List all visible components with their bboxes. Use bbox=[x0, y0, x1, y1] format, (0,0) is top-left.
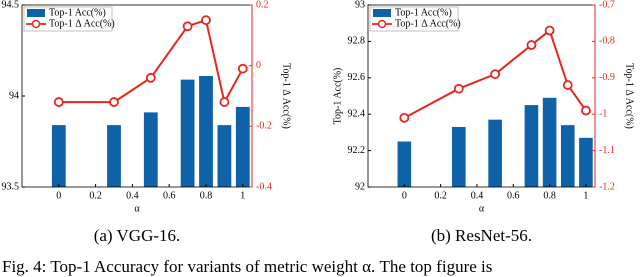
x-tick-label: 0.2 bbox=[89, 190, 102, 201]
y2-tick-label: -0.8 bbox=[599, 36, 615, 47]
y2-tick-label: -1.2 bbox=[599, 181, 615, 192]
y2-tick-label: -0.7 bbox=[599, 0, 615, 10]
bar bbox=[524, 105, 539, 187]
y2-tick-label: -0.4 bbox=[256, 181, 272, 192]
line-marker bbox=[526, 40, 537, 50]
bar bbox=[51, 125, 66, 187]
legend-label: Top-1 Δ Acc(%) bbox=[49, 18, 115, 29]
legend-swatch bbox=[27, 9, 45, 17]
line-marker bbox=[109, 97, 119, 107]
y-tick-label: 92.6 bbox=[348, 72, 366, 83]
line-marker bbox=[145, 72, 156, 83]
subfigure-caption: (a) VGG-16. bbox=[94, 226, 181, 245]
x-axis-label: α bbox=[479, 203, 485, 214]
bar bbox=[579, 137, 593, 187]
bar bbox=[542, 97, 557, 187]
line-marker bbox=[399, 112, 410, 123]
x-tick-label: 0.4 bbox=[126, 190, 139, 201]
y2-tick-label: 0 bbox=[256, 60, 261, 71]
legend-label: Top-1 Acc(%) bbox=[49, 7, 106, 18]
bar bbox=[451, 126, 466, 187]
y-tick-label: 94 bbox=[9, 90, 19, 101]
y-tick-label: 92.8 bbox=[348, 36, 366, 47]
y2-tick-label: -0.9 bbox=[599, 72, 615, 83]
legend-label: Top-1 Δ Acc(%) bbox=[395, 18, 461, 29]
y-tick-label: 94.5 bbox=[2, 0, 20, 10]
bar bbox=[217, 125, 232, 187]
bar bbox=[560, 125, 575, 187]
line-marker bbox=[581, 105, 591, 116]
x-tick-label: 0.8 bbox=[200, 190, 213, 201]
figure-caption: Fig. 4: Top-1 Accuracy for variants of m… bbox=[2, 257, 492, 276]
x-tick-label: 1 bbox=[583, 190, 588, 201]
x-tick-label: 0.6 bbox=[163, 190, 176, 201]
x-tick-label: 0.6 bbox=[507, 190, 520, 201]
y-tick-label: 93.5 bbox=[2, 181, 20, 192]
line-marker bbox=[219, 97, 230, 107]
y2-tick-label: 0.2 bbox=[256, 0, 269, 10]
y-tick-label: 92.2 bbox=[348, 145, 366, 156]
x-tick-label: 1 bbox=[240, 190, 245, 201]
legend-swatch bbox=[373, 9, 391, 17]
y2-axis-label: Top-1 Δ Acc(%) bbox=[624, 63, 635, 129]
y2-tick-label: -1 bbox=[599, 108, 607, 119]
y-tick-label: 92 bbox=[355, 181, 365, 192]
line-marker bbox=[453, 83, 464, 94]
line-marker bbox=[201, 15, 211, 26]
y2-axis-label: Top-1 Δ Acc(%) bbox=[281, 63, 292, 129]
y-axis-label: Top-1 Acc(%) bbox=[332, 68, 343, 125]
bar bbox=[107, 125, 121, 187]
y2-tick-label: -0.2 bbox=[256, 121, 272, 132]
x-tick-label: 0.2 bbox=[434, 190, 447, 201]
y-tick-label: 92.4 bbox=[348, 108, 366, 119]
line-marker bbox=[490, 69, 501, 80]
x-tick-label: 0 bbox=[402, 190, 407, 201]
bar bbox=[488, 119, 502, 187]
y2-tick-label: -1.1 bbox=[599, 145, 615, 156]
line-marker bbox=[182, 21, 193, 32]
bar bbox=[180, 79, 195, 187]
y-tick-label: 93 bbox=[355, 0, 365, 10]
bar bbox=[143, 112, 158, 187]
bar bbox=[199, 75, 213, 187]
line-marker bbox=[562, 80, 573, 90]
line-marker bbox=[544, 25, 555, 36]
line-marker bbox=[53, 97, 64, 107]
x-tick-label: 0.8 bbox=[543, 190, 556, 201]
line-marker bbox=[237, 63, 248, 74]
legend-label: Top-1 Acc(%) bbox=[395, 7, 452, 18]
x-axis-label: α bbox=[134, 203, 140, 214]
legend-marker bbox=[377, 19, 387, 29]
bar bbox=[397, 141, 412, 187]
line bbox=[58, 18, 244, 105]
bar bbox=[235, 106, 250, 187]
x-tick-label: 0 bbox=[56, 190, 61, 201]
legend-marker bbox=[31, 19, 41, 29]
x-tick-label: 0.4 bbox=[471, 190, 484, 201]
subfigure-caption: (b) ResNet-56. bbox=[431, 226, 532, 245]
